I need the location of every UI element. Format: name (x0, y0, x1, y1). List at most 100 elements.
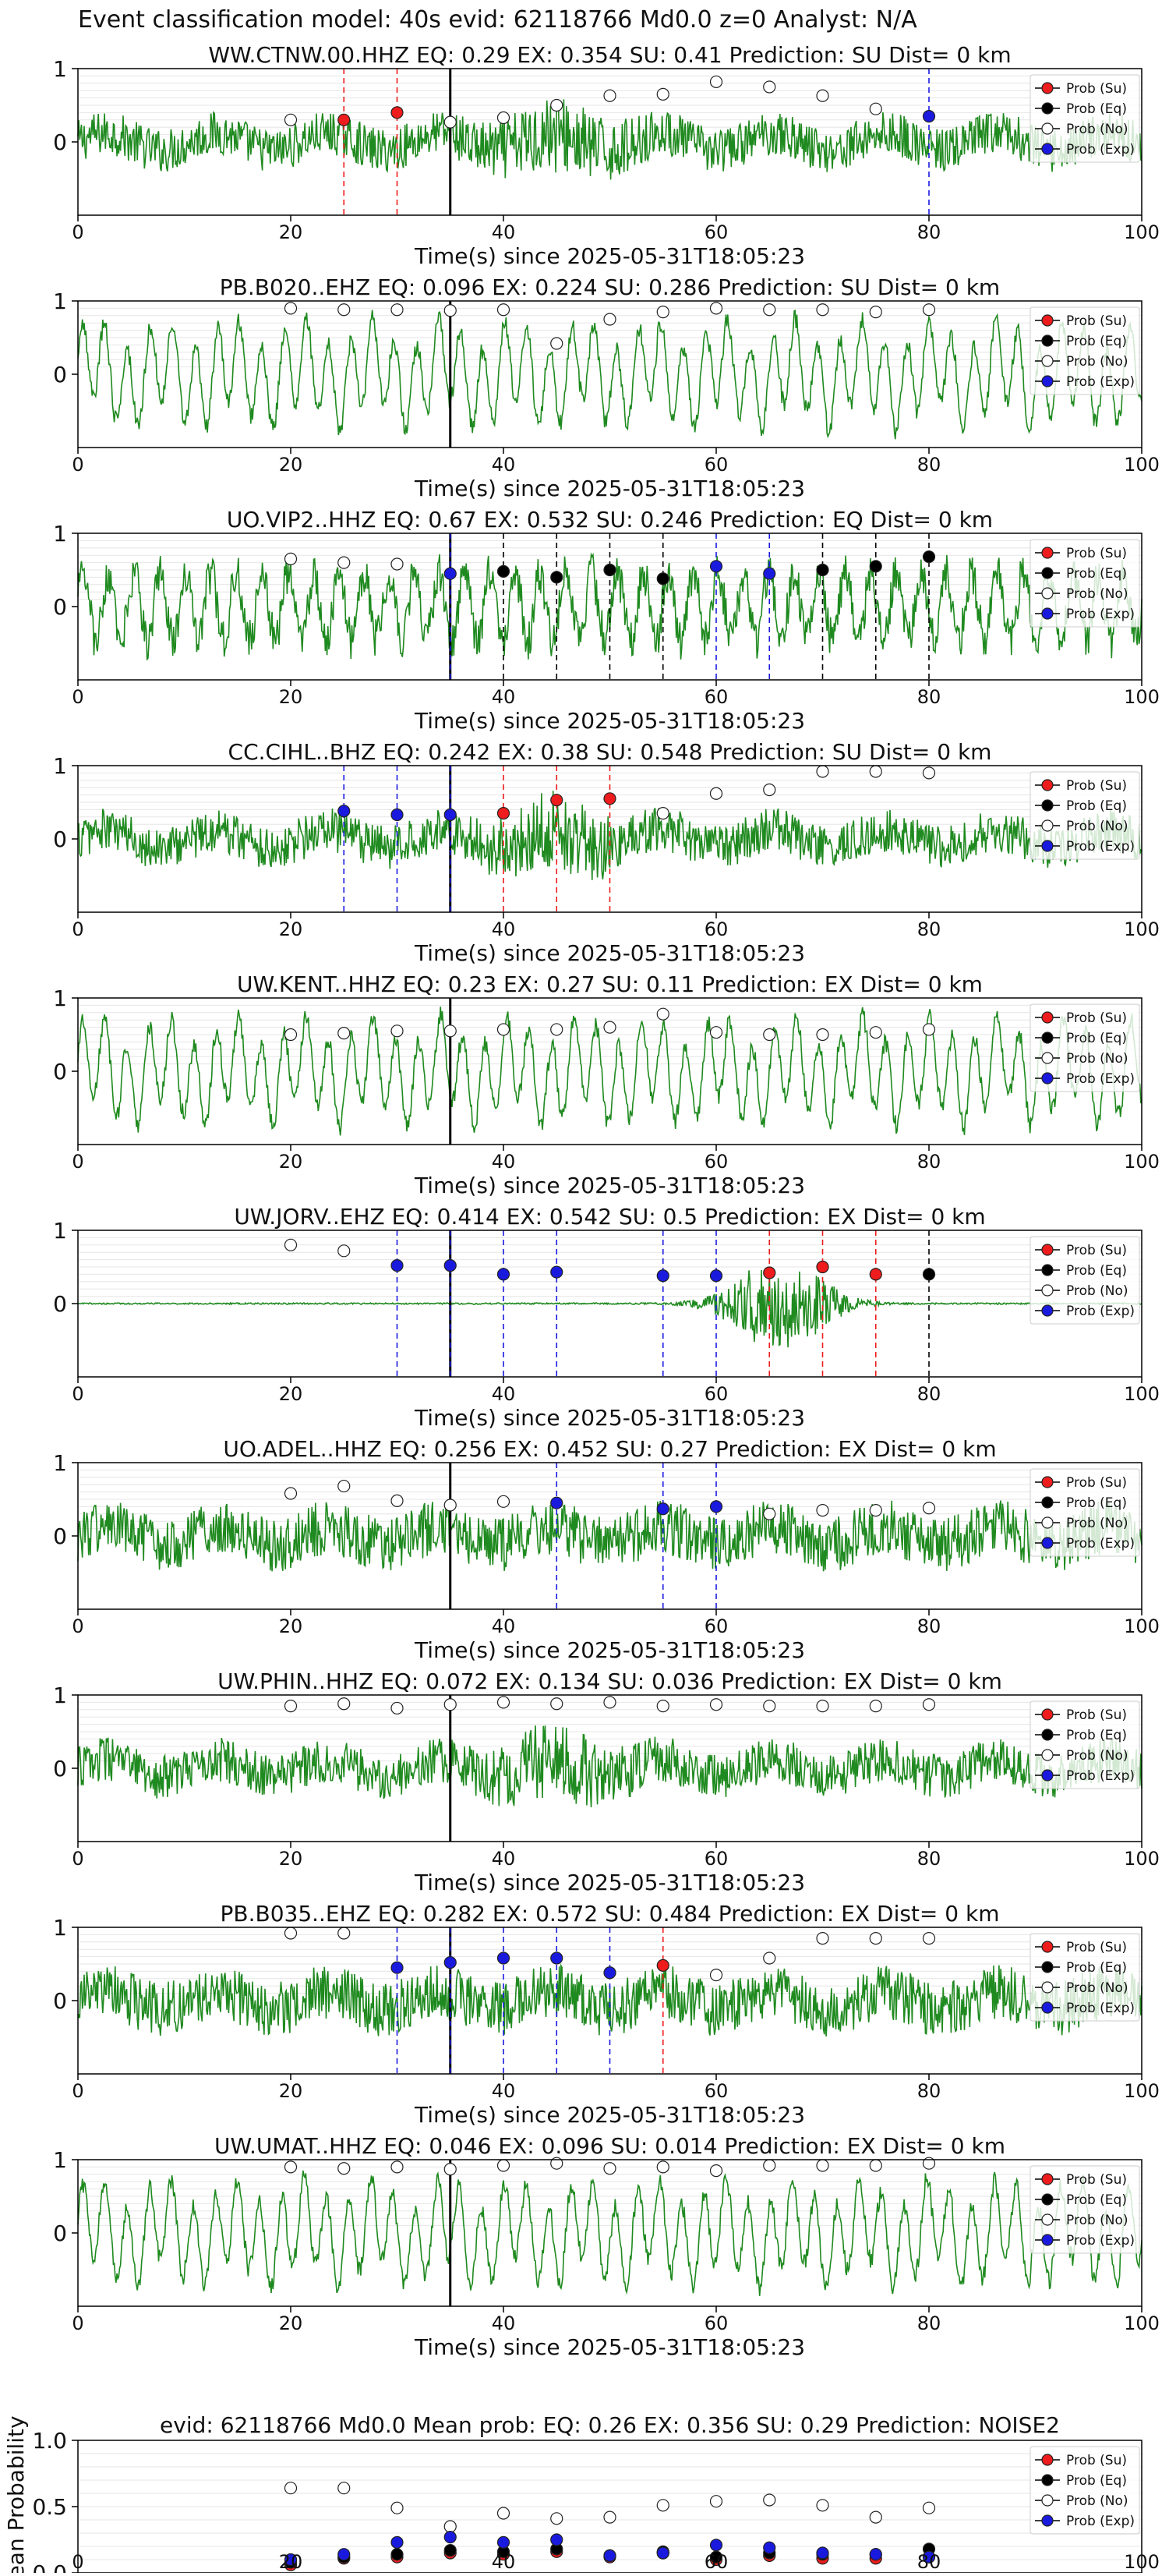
panel-2-marker-no-50 (603, 313, 616, 326)
panel-9-marker-exp-50 (603, 1966, 616, 1980)
panel-10-legend-marker-su (1041, 2173, 1054, 2185)
panel-mean-legend-marker-no (1041, 2494, 1054, 2507)
panel-7-title: UO.ADEL..HHZ EQ: 0.256 EX: 0.452 SU: 0.2… (223, 1436, 996, 1462)
panel-4-legend-marker-eq (1041, 799, 1054, 812)
panel-8-marker-no-45 (550, 1697, 563, 1711)
panel-5-marker-no-35 (443, 1024, 457, 1038)
panel-6-xtick-label: 80 (917, 1383, 941, 1405)
panel-2-xtick-label: 60 (705, 454, 729, 476)
panel-6-legend-marker-exp (1041, 1304, 1054, 1317)
panel-9-marker-no-70 (816, 1932, 829, 1945)
panel-2-title: PB.B020..EHZ EQ: 0.096 EX: 0.224 SU: 0.2… (220, 274, 1000, 300)
panel-6-xtick-label: 100 (1124, 1383, 1160, 1405)
panel-8-xtick-label: 40 (492, 1848, 516, 1870)
panel-4-xlabel: Time(s) since 2025-05-31T18:05:23 (414, 940, 805, 966)
panel-7-marker-no-25 (337, 1479, 351, 1493)
panel-7-xtick-label: 100 (1124, 1615, 1160, 1637)
panel-5-title: UW.KENT..HHZ EQ: 0.23 EX: 0.27 SU: 0.11 … (237, 971, 983, 997)
panel-10-xtick-label: 100 (1124, 2312, 1160, 2334)
panel-1-legend-marker-no (1041, 122, 1054, 135)
panel-mean-point-exp-25 (337, 2548, 351, 2561)
panel-9-marker-su-55 (656, 1959, 669, 1972)
panel-9-ytick-label: 0 (53, 1988, 67, 2014)
panel-5-marker-no-80 (922, 1023, 936, 1036)
panel-mean-point-no-20 (284, 2482, 298, 2495)
panel-3-legend-box (1029, 539, 1140, 628)
panel-7-legend-marker-exp (1041, 1537, 1054, 1549)
panel-7-xtick-label: 40 (492, 1615, 516, 1637)
panel-mean-point-exp-35 (443, 2531, 457, 2544)
panel-3-xtick-label: 20 (279, 686, 303, 708)
panel-2-xtick-label: 80 (917, 454, 941, 476)
panel-mean-point-no-55 (656, 2499, 669, 2512)
panel-4-marker-su-40 (496, 806, 510, 820)
panel-3-legend-label-su: Prob (Su) (1066, 546, 1127, 561)
panel-8-xlabel: Time(s) since 2025-05-31T18:05:23 (414, 1870, 805, 1895)
panel-3-xtick-label: 40 (492, 686, 516, 708)
panel-mean-point-exp-20 (284, 2553, 298, 2567)
panel-8-ytick-label: 1 (53, 1683, 67, 1708)
panel-4-waveform-line (77, 791, 1143, 880)
panel-1-xtick-label: 20 (279, 221, 303, 243)
panel-4-marker-exp-35 (443, 808, 457, 822)
panel-5-legend-marker-no (1041, 1052, 1054, 1064)
panel-3-marker-eq-50 (603, 563, 616, 577)
panel-4-xtick-label: 40 (492, 918, 516, 940)
panel-9-marker-no-75 (869, 1932, 882, 1945)
panel-1-legend-label-su: Prob (Su) (1066, 81, 1127, 97)
panel-1-legend-marker-exp (1041, 143, 1054, 155)
panel-4-xtick-label: 20 (279, 918, 303, 940)
panel-7-xlabel: Time(s) since 2025-05-31T18:05:23 (414, 1637, 805, 1663)
panel-3-marker-eq-55 (656, 572, 669, 586)
panel-4-marker-no-55 (656, 806, 669, 820)
panel-2-marker-no-70 (816, 303, 829, 317)
panel-mean-point-exp-80 (922, 2550, 936, 2564)
panel-2-ytick-label: 1 (53, 288, 67, 314)
panel-3-legend-label-eq: Prob (Eq) (1066, 566, 1127, 582)
panel-3-legend-label-exp: Prob (Exp) (1066, 607, 1135, 622)
panel-6-marker-exp-55 (656, 1269, 669, 1283)
panel-2-legend-box (1029, 306, 1140, 395)
panel-5-legend-label-no: Prob (No) (1066, 1051, 1128, 1067)
panel-mean-legend-marker-eq (1041, 2474, 1054, 2486)
panel-3-xtick-label: 0 (72, 686, 83, 708)
panel-8-marker-no-75 (869, 1700, 882, 1713)
panel-8-xtick-label: 20 (279, 1848, 303, 1870)
panel-10-xtick-label: 80 (917, 2312, 941, 2334)
panel-2-legend-marker-exp (1041, 375, 1054, 387)
panel-mean-xtick-label: 0 (72, 2551, 83, 2573)
panel-6-xlabel: Time(s) since 2025-05-31T18:05:23 (414, 1405, 805, 1431)
panel-1-xtick-label: 0 (72, 221, 83, 243)
panel-7-ytick-label: 1 (53, 1450, 67, 1476)
panel-2-marker-no-55 (656, 306, 669, 319)
panel-2-legend-marker-no (1041, 355, 1054, 367)
panel-5-legend-label-exp: Prob (Exp) (1066, 1071, 1135, 1087)
panel-6-xtick-label: 40 (492, 1383, 516, 1405)
panel-1-xtick-label: 60 (705, 221, 729, 243)
panel-2-marker-no-25 (337, 303, 351, 317)
panel-8-title: UW.PHIN..HHZ EQ: 0.072 EX: 0.134 SU: 0.0… (217, 1668, 1002, 1694)
panel-2-legend-label-su: Prob (Su) (1066, 313, 1127, 329)
panel-mean-point-no-40 (496, 2507, 510, 2520)
panel-4-legend-marker-exp (1041, 840, 1054, 852)
panel-6-title: UW.JORV..EHZ EQ: 0.414 EX: 0.542 SU: 0.5… (234, 1204, 985, 1230)
panel-8-marker-no-70 (816, 1700, 829, 1713)
panel-7-marker-exp-60 (709, 1500, 723, 1513)
panel-6-marker-no-20 (284, 1238, 298, 1251)
panel-4-title: CC.CIHL..BHZ EQ: 0.242 EX: 0.38 SU: 0.54… (228, 739, 992, 765)
panel-6-waveform-line (77, 1269, 1143, 1348)
panel-9-legend-label-exp: Prob (Exp) (1066, 2001, 1135, 2016)
panel-1-marker-no-45 (550, 98, 563, 112)
panel-2-xtick-label: 100 (1124, 454, 1160, 476)
panel-1-title: WW.CTNW.00.HHZ EQ: 0.29 EX: 0.354 SU: 0.… (208, 42, 1011, 68)
panel-mean-point-no-30 (390, 2501, 404, 2514)
panel-5-xtick-label: 0 (72, 1151, 83, 1173)
panel-9-ytick-label: 1 (53, 1915, 67, 1941)
panel-1-marker-no-20 (284, 113, 298, 126)
panel-1-legend-label-exp: Prob (Exp) (1066, 142, 1135, 157)
panel-1-legend-box (1029, 74, 1140, 163)
panel-10-marker-no-75 (869, 2159, 882, 2172)
panel-5-legend-label-eq: Prob (Eq) (1066, 1031, 1127, 1046)
panel-2-marker-no-60 (709, 302, 723, 315)
